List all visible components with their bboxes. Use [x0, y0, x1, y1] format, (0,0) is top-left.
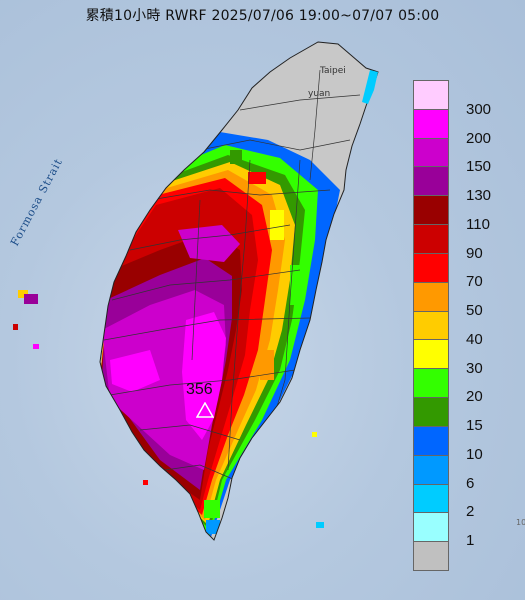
- legend-label: 20: [466, 388, 483, 406]
- legend-label: 6: [466, 474, 475, 492]
- legend-swatch: [414, 253, 448, 283]
- legend-label: 30: [466, 359, 483, 377]
- legend-swatch: [414, 225, 448, 254]
- city-label-yuan: yuan: [308, 89, 331, 99]
- legend-label: 110: [466, 215, 490, 233]
- legend-label: 70: [466, 273, 483, 291]
- legend-swatch: [414, 513, 448, 543]
- legend-label: 300: [466, 100, 492, 118]
- legend-label: 50: [466, 302, 483, 320]
- corner-text: 10: [516, 518, 525, 527]
- legend-label: 10: [466, 445, 483, 463]
- legend-swatch: [414, 167, 448, 197]
- legend-swatch: [414, 340, 448, 370]
- max-rainfall-value: 356: [186, 381, 213, 398]
- triangle-marker-icon: [196, 402, 214, 418]
- map-title: 累積10小時 RWRF 2025/07/06 19:00~07/07 05:00: [85, 8, 440, 24]
- legend-label: 90: [466, 244, 483, 262]
- legend-swatch: [414, 426, 448, 456]
- legend-swatch: [414, 484, 448, 514]
- city-label-taipei: Taipei: [320, 66, 346, 76]
- legend-swatch: [414, 81, 448, 110]
- legend-swatch: [414, 109, 448, 139]
- legend-label: 40: [466, 330, 483, 348]
- legend-label: 1: [466, 532, 475, 550]
- legend-swatch: [414, 369, 448, 399]
- legend-label: 200: [466, 129, 492, 147]
- legend-swatch: [414, 196, 448, 226]
- legend-swatch: [414, 398, 448, 427]
- legend-label: 130: [466, 187, 492, 205]
- legend-label: 2: [466, 503, 475, 521]
- legend-swatch: [414, 542, 448, 571]
- legend-label: 150: [466, 158, 492, 176]
- legend-swatch: [414, 282, 448, 312]
- legend-swatch: [414, 311, 448, 341]
- legend-label: 15: [466, 417, 483, 435]
- rainfall-legend: [413, 80, 449, 571]
- legend-swatch: [414, 138, 448, 168]
- legend-swatch: [414, 455, 448, 485]
